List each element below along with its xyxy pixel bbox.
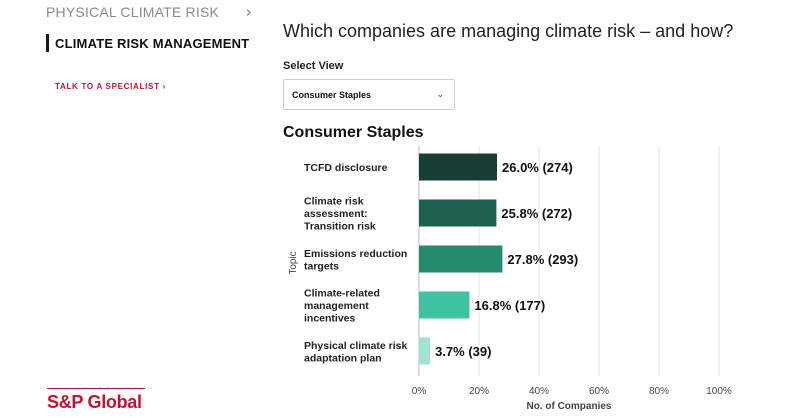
bar[interactable]	[419, 245, 503, 273]
x-tick-label: 20%	[469, 386, 489, 397]
x-axis-label: No. of Companies	[526, 401, 611, 412]
y-axis-label: Topic	[288, 251, 299, 274]
chart-tick-labels: 0% 20% 40% 60% 80% 100%	[412, 386, 732, 397]
chevron-down-icon: ⌄	[436, 89, 444, 100]
nav-physical-climate-risk-label: PHYSICAL CLIMATE RISK	[46, 4, 220, 20]
x-tick-label: 40%	[529, 386, 549, 397]
active-indicator	[46, 34, 49, 52]
chart-data-labels: 26.0% (274) 25.8% (272) 27.8% (293) 16.8% (…	[435, 160, 578, 359]
category-label: Climate risk assessment: Transition risk	[304, 196, 376, 233]
chart-bars	[419, 153, 503, 365]
chevron-right-icon: ›	[245, 3, 252, 21]
bar[interactable]	[419, 153, 497, 181]
bar[interactable]	[419, 337, 431, 365]
sp-global-logo: S&P Global	[47, 392, 142, 412]
sidebar: PHYSICAL CLIMATE RISK › CLIMATE RISK MAN…	[0, 0, 262, 418]
select-view-label: Select View	[283, 60, 344, 72]
bar[interactable]	[419, 199, 497, 227]
category-label: Climate-related management incentives	[304, 288, 380, 325]
bar-chart: TCFD disclosure Climate risk assessment: Tr…	[288, 146, 732, 412]
category-label: TCFD disclosure	[304, 162, 388, 174]
data-label: 25.8% (272)	[501, 206, 572, 221]
chart-category-labels: TCFD disclosure Climate risk assessment: Tr…	[304, 162, 407, 364]
page-question: Which companies are managing climate ris…	[283, 21, 734, 41]
bar[interactable]	[419, 291, 470, 319]
data-label: 27.8% (293)	[507, 252, 578, 267]
category-label: Physical climate risk adaptation plan	[304, 340, 407, 365]
nav-physical-climate-risk[interactable]: PHYSICAL CLIMATE RISK ›	[46, 2, 252, 22]
nav-climate-risk-management[interactable]: CLIMATE RISK MANAGEMENT	[46, 34, 252, 52]
x-tick-label: 80%	[649, 386, 669, 397]
data-label: 3.7% (39)	[435, 344, 491, 359]
select-view-dropdown[interactable]: Consumer Staples ⌄	[283, 79, 455, 110]
x-tick-label: 100%	[706, 386, 732, 397]
x-tick-label: 0%	[412, 386, 427, 397]
select-view-value: Consumer Staples	[292, 89, 372, 100]
nav-climate-risk-management-label: CLIMATE RISK MANAGEMENT	[55, 35, 250, 51]
data-label: 16.8% (177)	[474, 298, 545, 313]
data-label: 26.0% (274)	[502, 160, 573, 175]
chart-title: Consumer Staples	[283, 124, 424, 141]
category-label: Emissions reduction targets	[304, 248, 407, 273]
talk-to-specialist-link[interactable]: TALK TO A SPECIALIST ›	[55, 82, 166, 91]
logo-rule	[47, 388, 145, 389]
x-tick-label: 60%	[589, 386, 609, 397]
